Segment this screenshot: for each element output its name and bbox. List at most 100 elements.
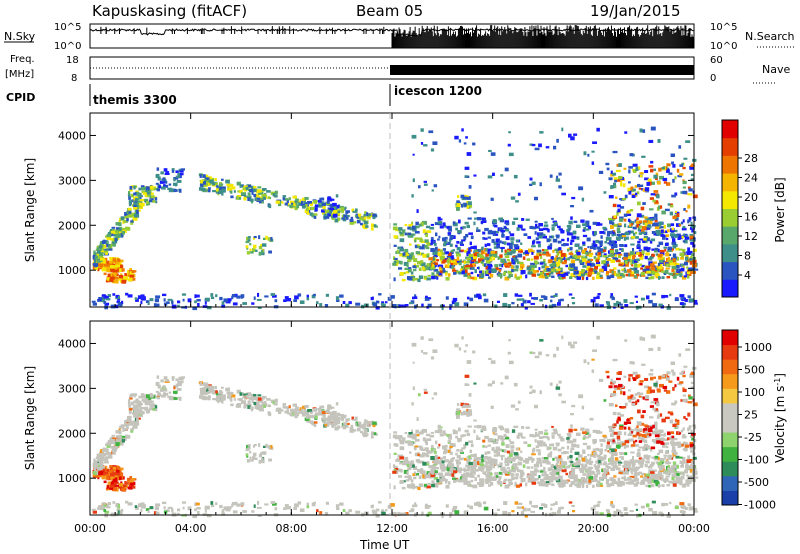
velocity-echo <box>123 427 128 431</box>
velocity-echo <box>687 475 692 479</box>
power-echo <box>560 298 564 302</box>
power-echo <box>164 172 170 175</box>
power-echo <box>655 265 659 270</box>
velocity-echo <box>124 420 127 424</box>
velocity-echo <box>164 380 170 383</box>
power-echo <box>173 178 176 182</box>
power-echo <box>288 197 291 201</box>
power-echo <box>638 253 642 257</box>
power-echo <box>419 223 422 227</box>
power-echo <box>681 304 685 308</box>
power-echo <box>227 298 232 302</box>
power-echo <box>293 202 297 207</box>
power-echo <box>561 261 567 265</box>
power-echo <box>558 256 563 261</box>
power-echo <box>214 178 217 181</box>
velocity-echo <box>334 426 339 431</box>
power-echo <box>210 293 214 297</box>
power-echo <box>657 256 661 260</box>
power-echo <box>487 175 493 179</box>
power-echo <box>469 297 474 302</box>
power-echo <box>582 234 588 238</box>
power-echo <box>532 269 537 274</box>
power-echo <box>473 211 477 214</box>
power-echo <box>236 195 239 200</box>
power-echo <box>167 298 173 301</box>
power-echo <box>113 261 117 264</box>
power-echo <box>667 249 672 252</box>
power-echo <box>445 276 450 281</box>
power-echo <box>260 243 263 246</box>
power-echo <box>447 263 450 267</box>
power-echo <box>514 293 519 297</box>
power-echo <box>635 300 638 303</box>
power-echo <box>372 213 377 218</box>
nsearch-tick-low: 10^0 <box>710 41 737 52</box>
velocity-echo <box>633 475 638 480</box>
power-echo <box>289 200 295 204</box>
power-echo <box>582 241 586 245</box>
power-echo <box>678 145 682 149</box>
velocity-echo <box>404 475 410 478</box>
velocity-echo <box>422 474 425 479</box>
power-echo <box>632 163 638 167</box>
velocity-echo <box>154 395 159 398</box>
power-echo <box>608 195 614 199</box>
power-echo <box>689 166 694 170</box>
velocity-echo <box>120 424 125 429</box>
power-echo <box>618 272 624 276</box>
power-echo <box>474 294 478 298</box>
velocity-echo <box>424 483 428 487</box>
power-echo <box>334 218 339 223</box>
power-echo <box>281 201 284 204</box>
power-echo <box>321 209 324 213</box>
power-echo <box>411 225 416 230</box>
power-echo <box>375 306 380 310</box>
velocity-echo <box>218 393 223 396</box>
power-echo <box>598 251 601 256</box>
power-echo <box>247 236 251 239</box>
power-echo <box>109 257 114 261</box>
power-echo <box>645 252 650 256</box>
power-echo <box>556 175 559 179</box>
velocity-echo <box>141 398 146 402</box>
power-echo <box>543 258 546 263</box>
power-echo <box>362 218 366 222</box>
power-echo <box>544 235 547 239</box>
power-echo <box>116 300 120 303</box>
power-echo <box>589 209 594 213</box>
power-echo <box>683 157 688 160</box>
velocity-echo <box>617 477 620 481</box>
power-echo <box>101 247 105 251</box>
power-echo <box>413 296 418 299</box>
velocity-echo <box>584 456 587 459</box>
power-echo <box>145 195 151 198</box>
power-echo <box>258 251 261 256</box>
velocity-echo <box>426 485 431 489</box>
power-echo <box>227 184 232 188</box>
power-echo <box>470 276 475 280</box>
power-echo <box>631 271 636 275</box>
power-echo <box>691 237 696 240</box>
power-echo <box>343 214 348 218</box>
velocity-echo <box>560 479 566 484</box>
power-echo <box>603 231 606 235</box>
velocity-echo <box>415 434 420 437</box>
power-echo <box>549 235 552 239</box>
power-echo <box>92 254 96 258</box>
power-echo <box>261 194 266 197</box>
power-echo <box>626 211 630 214</box>
power-echo <box>566 243 569 246</box>
velocity-echo <box>627 463 632 467</box>
velocity-echo <box>336 413 340 417</box>
power-echo <box>231 295 234 300</box>
power-echo <box>336 205 340 209</box>
velocity-echo <box>96 456 101 461</box>
velocity-echo <box>434 467 439 470</box>
power-echo <box>181 293 187 296</box>
power-echo <box>130 220 134 225</box>
velocity-echo <box>311 421 315 426</box>
power-echo <box>531 245 536 248</box>
power-echo <box>463 142 467 145</box>
power-echo <box>149 185 154 190</box>
